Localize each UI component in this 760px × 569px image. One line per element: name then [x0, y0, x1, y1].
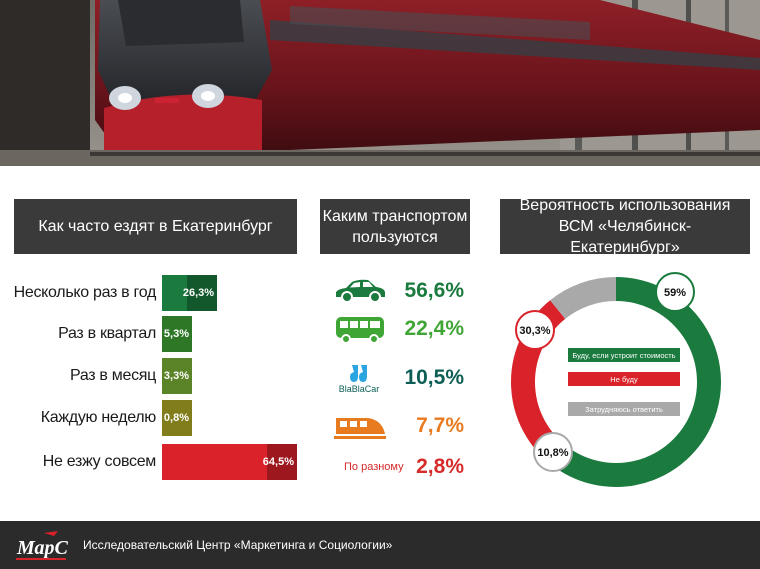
transport-value: 56,6%: [404, 279, 464, 302]
bar: 26,3%: [162, 275, 218, 311]
donut-value-bubble: [533, 432, 573, 472]
transport-row-car: 56,6%: [330, 275, 480, 307]
bar: 3,3%: [162, 358, 192, 394]
footer-org-name: Исследовательский Центр «Маркетинга и Со…: [83, 538, 393, 552]
transport-row-bus: 22,4%: [330, 313, 480, 345]
legend-swatch: [568, 372, 680, 386]
bar-value-tab: [162, 358, 192, 394]
donut-value-bubble: [655, 272, 695, 312]
bar-value-label: 5,3%: [163, 328, 189, 340]
bar-value-tab: [267, 444, 297, 480]
bar: 0,8%: [162, 400, 192, 436]
legend-label: Буду, если устроит стоимость: [572, 351, 675, 360]
bar-value-tab: [162, 400, 192, 436]
bar-row: Раз в квартал 5,3%: [0, 316, 310, 352]
bar-category-label: Не езжу совсем: [42, 453, 157, 470]
bar-fill: [162, 316, 192, 352]
legend-label: Затрудняюсь ответить: [585, 405, 663, 414]
logo-text: МарС: [16, 537, 69, 559]
bar-fill: [162, 400, 192, 436]
blablacar-logo-text: BlaBlaCar: [339, 384, 380, 394]
bar-category-label: Несколько раз в год: [13, 284, 157, 301]
transport-value: 22,4%: [404, 317, 464, 340]
transport-row-blablacar: BlaBlaCar 10,5%: [330, 362, 480, 394]
bar-row: Несколько раз в год 26,3%: [0, 275, 310, 311]
bar-value-label: 26,3%: [182, 287, 215, 299]
transport-row-various: По разному 2,8%: [330, 451, 480, 483]
bar-row: Не езжу совсем 64,5%: [0, 444, 310, 480]
transport-value: 7,7%: [416, 414, 464, 437]
donut-value-label: 59%: [664, 287, 686, 299]
car-icon: [336, 279, 385, 303]
bar-row: Раз в месяц 3,3%: [0, 358, 310, 394]
frequency-panel-title: Как часто ездят в Екатеринбург: [14, 199, 297, 254]
bar-value-label: 0,8%: [163, 412, 189, 424]
bar-category-label: Раз в квартал: [58, 325, 156, 342]
transport-value: 2,8%: [416, 455, 464, 478]
donut-value-label: 10,8%: [537, 447, 568, 459]
bar-fill: [162, 358, 192, 394]
bar-category-label: Раз в месяц: [69, 367, 156, 384]
transport-value: 10,5%: [404, 366, 464, 389]
bar-value-label: 64,5%: [262, 456, 294, 468]
donut-slice: [550, 277, 617, 320]
probability-panel-title: Вероятность использования ВСМ «Челябинск…: [500, 197, 750, 256]
train-icon: [334, 418, 386, 439]
bar-fill: [162, 275, 218, 311]
donut-value-label: 30,3%: [519, 325, 550, 337]
transport-various-label: По разному: [344, 461, 404, 473]
bar-value-tab: [162, 316, 192, 352]
bar: 5,3%: [162, 316, 192, 352]
bar-value-label: 3,3%: [163, 370, 189, 382]
bar-fill: [162, 444, 297, 480]
hero-train-photo: [0, 0, 760, 166]
bar-row: Каждую неделю 0,8%: [0, 400, 310, 436]
transport-panel-title: Каким транспортом пользуются: [320, 199, 470, 254]
footer: МарС Исследовательский Центр «Маркетинга…: [0, 521, 760, 569]
legend-swatch: [568, 402, 680, 416]
bus-icon: [336, 317, 384, 344]
probability-donut-chart: 59% 30,3% 10,8% Буду, если устроит стоимост…: [511, 272, 721, 487]
transport-row-train: 7,7%: [330, 410, 480, 442]
donut-value-bubble: [515, 310, 555, 350]
bar-category-label: Каждую неделю: [40, 409, 157, 426]
blablacar-icon: BlaBlaCar: [339, 365, 380, 394]
legend-swatch: [568, 348, 680, 362]
bar: 64,5%: [162, 444, 297, 480]
bar-value-tab: [187, 275, 218, 311]
legend-label: Не буду: [610, 375, 638, 384]
mars-logo: МарС: [14, 527, 70, 563]
